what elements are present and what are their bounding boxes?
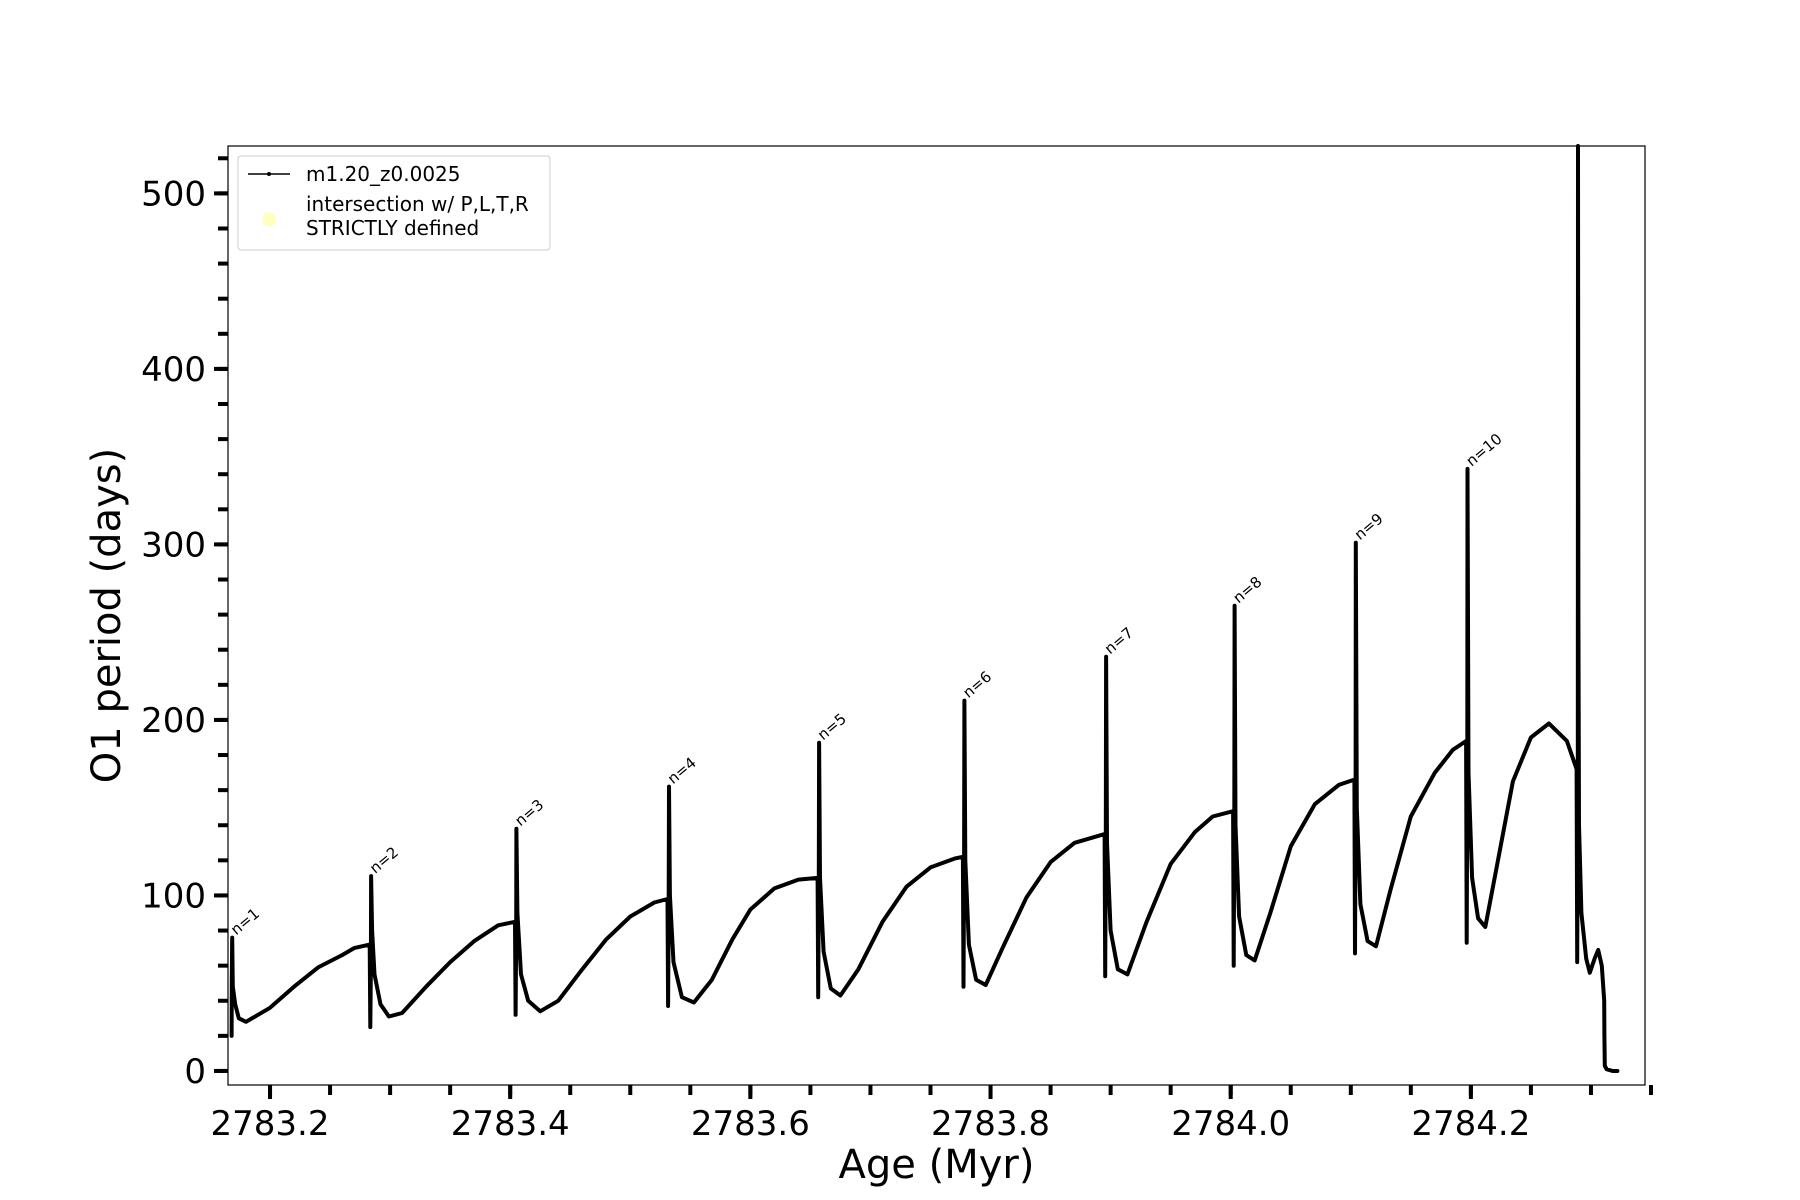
annotation-label: n=9 <box>1351 510 1387 544</box>
y-axis-label: O1 period (days) <box>84 448 130 783</box>
legend: m1.20_z0.0025 intersection w/ P,L,T,R STR… <box>237 155 551 251</box>
annotation-label: n=7 <box>1101 624 1137 658</box>
annotation-label: n=6 <box>959 668 995 702</box>
y-tick-label: 0 <box>184 1052 206 1092</box>
x-axis-label: Age (Myr) <box>839 1142 1035 1188</box>
legend-line-marker <box>267 172 271 176</box>
x-tick-label: 2783.2 <box>211 1104 330 1144</box>
y-tick-label: 500 <box>141 174 206 214</box>
annotations: n=1 n=2 n=3 n=4 n=5 n=6 n=7 n=8 n=9 n=10 <box>227 430 1505 939</box>
x-tick-label: 2783.6 <box>691 1104 810 1144</box>
x-axis-ticks: 2783.2 2783.4 2783.6 2783.8 2784.0 2784.2 <box>211 1085 1654 1144</box>
legend-marker-series-2 <box>262 212 276 226</box>
series-layer <box>229 144 1620 1073</box>
y-axis-ticks: 0 100 200 300 400 500 <box>141 156 228 1092</box>
legend-label-series-1: m1.20_z0.0025 <box>306 162 461 186</box>
y-tick-label: 300 <box>141 525 206 565</box>
legend-label-line: intersection w/ P,L,T,R <box>306 192 529 216</box>
legend-box <box>237 155 551 251</box>
x-tick-label: 2784.2 <box>1411 1104 1530 1144</box>
annotation-label: n=1 <box>227 905 263 939</box>
x-tick-label: 2783.4 <box>451 1104 570 1144</box>
annotation-label: n=4 <box>664 754 700 788</box>
annotation-label: n=5 <box>814 710 850 744</box>
series-line-m1.20_z0.0025 <box>229 144 1620 1073</box>
x-tick-label: 2784.0 <box>1171 1104 1290 1144</box>
x-tick-label: 2783.8 <box>931 1104 1050 1144</box>
annotation-label: n=3 <box>511 796 547 830</box>
plot-frame <box>227 145 1646 1086</box>
legend-label-line: STRICTLY defined <box>306 216 479 240</box>
y-tick-label: 200 <box>141 701 206 741</box>
annotation-label: n=10 <box>1463 430 1506 470</box>
annotation-label: n=2 <box>366 843 402 877</box>
y-tick-label: 400 <box>141 350 206 390</box>
annotation-label: n=8 <box>1230 573 1266 607</box>
legend-label-series-2: intersection w/ P,L,T,R STRICTLY defined <box>306 192 529 240</box>
y-tick-label: 100 <box>141 876 206 916</box>
